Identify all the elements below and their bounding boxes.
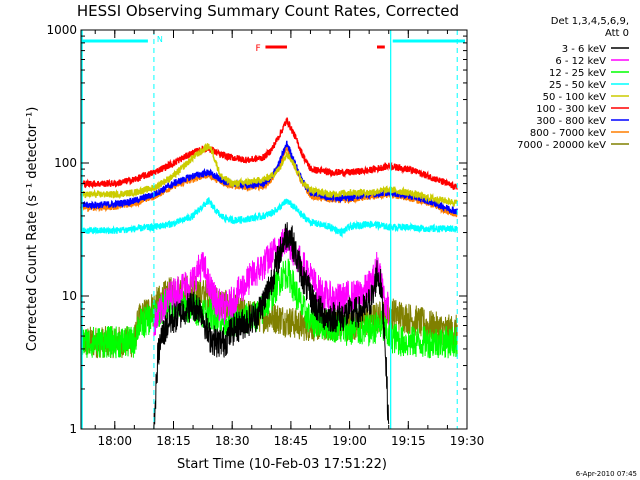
legend-header-line: Att 0 [605, 28, 629, 39]
legend-entry-label: 800 - 7000 keV [530, 128, 606, 139]
legend-entry-label: 6 - 12 keV [555, 56, 606, 67]
series-line-25-50-kev [80, 197, 458, 239]
series-line-100-300-kev [80, 117, 458, 190]
series-line-3-6-kev [153, 222, 390, 430]
legend-entry-label: 25 - 50 keV [549, 80, 606, 91]
x-tick-label: 18:30 [215, 434, 250, 448]
legend-entry-label: 50 - 100 keV [543, 92, 607, 103]
y-tick-label: 1000 [46, 23, 77, 37]
x-tick-label: 18:15 [156, 434, 191, 448]
legend-entry-label: 3 - 6 keV [562, 44, 606, 55]
legend-entry-label: 100 - 300 keV [536, 104, 606, 115]
x-tick-label: 19:30 [450, 434, 485, 448]
y-axis-label: Corrected Count Rate (s⁻¹ detector⁻¹) [25, 107, 40, 352]
y-tick-label: 10 [62, 289, 77, 303]
flare-label: F [255, 44, 260, 54]
x-tick-label: 19:00 [332, 434, 367, 448]
y-tick-label: 1 [69, 422, 77, 436]
legend-header-line: Det 1,3,4,5,6,9, [551, 16, 629, 27]
x-axis-label: Start Time (10-Feb-03 17:51:22) [177, 457, 387, 472]
x-tick-label: 18:45 [274, 434, 309, 448]
plot-frame [80, 29, 468, 430]
y-tick-label: 100 [54, 156, 77, 170]
series-line-50-100-kev [80, 143, 458, 208]
x-tick-label: 19:15 [391, 434, 426, 448]
series-line-12-25-kev [80, 258, 458, 359]
night-label: N [157, 35, 163, 44]
legend-entry-label: 300 - 800 keV [536, 116, 606, 127]
chart-title: HESSI Observing Summary Count Rates, Cor… [77, 2, 459, 20]
legend-entry-label: 12 - 25 keV [549, 68, 606, 79]
footer-date: 6-Apr-2010 07:45 [576, 470, 637, 478]
x-tick-label: 18:00 [97, 434, 132, 448]
legend-entry-label: 7000 - 20000 keV [517, 140, 606, 151]
